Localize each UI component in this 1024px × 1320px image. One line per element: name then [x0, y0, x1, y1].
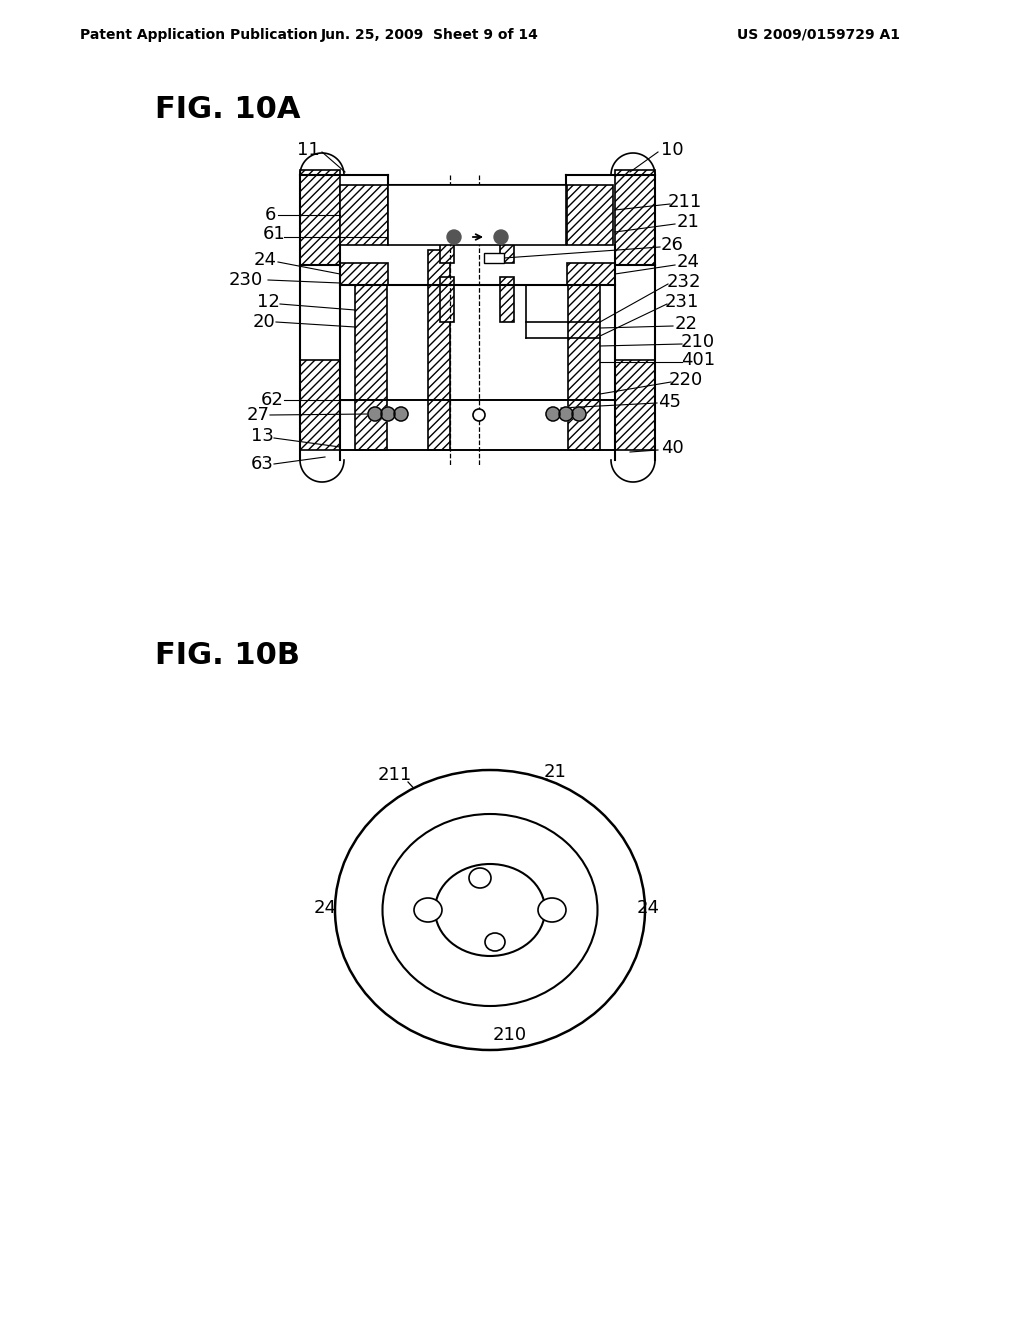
Bar — [340, 263, 388, 285]
Bar — [484, 253, 504, 263]
Bar — [500, 277, 514, 322]
Circle shape — [546, 407, 560, 421]
Text: 24: 24 — [637, 899, 659, 917]
Text: 24: 24 — [677, 253, 699, 271]
Bar — [388, 185, 566, 246]
Circle shape — [447, 230, 461, 244]
Bar — [440, 242, 454, 263]
Text: 24: 24 — [254, 251, 276, 269]
Text: 62: 62 — [260, 391, 284, 409]
Ellipse shape — [383, 814, 597, 1006]
Text: 230: 230 — [229, 271, 263, 289]
Bar — [567, 185, 613, 246]
Circle shape — [572, 407, 586, 421]
Text: 45: 45 — [658, 393, 682, 411]
Text: 11: 11 — [297, 141, 319, 158]
Text: 12: 12 — [257, 293, 280, 312]
Text: 21: 21 — [677, 213, 699, 231]
Text: 24: 24 — [313, 899, 337, 917]
Bar — [388, 185, 566, 246]
Bar — [615, 360, 655, 450]
Text: Patent Application Publication: Patent Application Publication — [80, 28, 317, 42]
Circle shape — [473, 409, 485, 421]
Text: FIG. 10B: FIG. 10B — [155, 640, 300, 669]
Circle shape — [381, 407, 395, 421]
Text: Jun. 25, 2009  Sheet 9 of 14: Jun. 25, 2009 Sheet 9 of 14 — [322, 28, 539, 42]
Text: FIG. 10A: FIG. 10A — [155, 95, 300, 124]
Ellipse shape — [435, 865, 545, 956]
Bar — [428, 249, 450, 450]
Text: 10: 10 — [660, 141, 683, 158]
Bar — [355, 280, 387, 450]
Ellipse shape — [485, 933, 505, 950]
Text: 210: 210 — [493, 1026, 527, 1044]
Text: 232: 232 — [667, 273, 701, 290]
Bar — [567, 263, 615, 285]
Circle shape — [368, 407, 382, 421]
Bar — [568, 280, 600, 450]
Ellipse shape — [538, 898, 566, 921]
Bar — [300, 360, 340, 450]
Circle shape — [559, 407, 573, 421]
Text: 13: 13 — [251, 426, 273, 445]
Text: 27: 27 — [247, 407, 269, 424]
Text: 20: 20 — [253, 313, 275, 331]
Text: 61: 61 — [262, 224, 286, 243]
Text: 40: 40 — [660, 440, 683, 457]
Ellipse shape — [335, 770, 645, 1049]
Text: 21: 21 — [544, 763, 566, 781]
Text: 220: 220 — [669, 371, 703, 389]
Ellipse shape — [469, 869, 490, 888]
Text: 6: 6 — [264, 206, 275, 224]
Bar — [500, 242, 514, 263]
Text: 401: 401 — [681, 351, 715, 370]
Text: 211: 211 — [378, 766, 412, 784]
Text: 231: 231 — [665, 293, 699, 312]
Ellipse shape — [414, 898, 442, 921]
Text: 210: 210 — [681, 333, 715, 351]
Text: US 2009/0159729 A1: US 2009/0159729 A1 — [737, 28, 900, 42]
Bar — [340, 185, 388, 246]
Bar — [615, 170, 655, 265]
Bar — [300, 170, 340, 265]
Text: 63: 63 — [251, 455, 273, 473]
Text: 26: 26 — [660, 236, 683, 253]
Circle shape — [394, 407, 408, 421]
Bar — [440, 277, 454, 322]
Text: 211: 211 — [668, 193, 702, 211]
Circle shape — [494, 230, 508, 244]
Text: 22: 22 — [675, 315, 697, 333]
